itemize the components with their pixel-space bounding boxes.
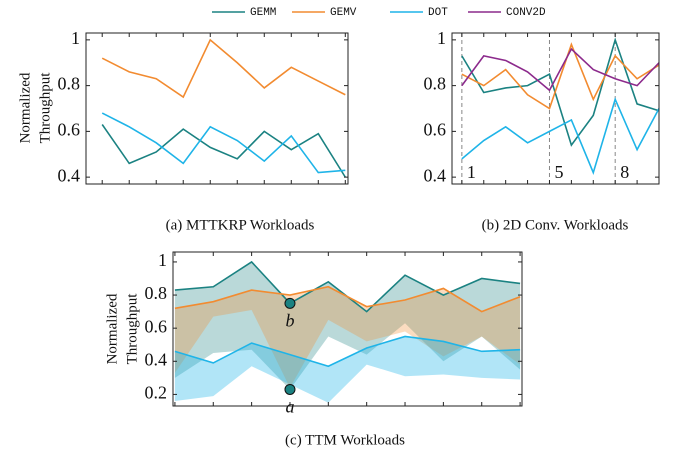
y-tick-label: 0.8 — [145, 283, 168, 303]
y-tick-label: 0.4 — [145, 349, 168, 369]
y-tick-label: 1 — [158, 250, 167, 270]
legend-label: GEMM — [250, 7, 276, 19]
annotation-point — [284, 383, 296, 395]
series-line — [461, 97, 660, 175]
y-tick-label: 0.2 — [145, 383, 168, 403]
y-tick-label: 0.8 — [58, 74, 81, 94]
legend-label: DOT — [428, 7, 448, 19]
band — [174, 261, 521, 390]
marker-label: 5 — [554, 162, 563, 182]
plot-frame — [85, 32, 349, 185]
legend-label: GEMV — [330, 7, 357, 19]
series-line — [174, 335, 521, 368]
caption: (c) TTM Workloads — [285, 432, 405, 448]
y-tick-label: 0.4 — [424, 165, 447, 185]
series-line — [461, 47, 660, 92]
y-tick-label: 1 — [71, 28, 80, 48]
y-tick-label: 0.8 — [424, 74, 447, 94]
series-line — [461, 37, 660, 147]
annotation-label: a — [285, 397, 294, 417]
annotation-point — [284, 297, 296, 309]
y-axis-label: Throughput — [124, 293, 140, 365]
series-line — [101, 124, 346, 178]
y-axis-label: Normalized — [17, 72, 33, 143]
annotation-label: b — [285, 310, 294, 330]
y-tick-label: 0.6 — [145, 316, 168, 336]
band — [174, 286, 521, 388]
y-tick-label: 0.6 — [58, 120, 81, 140]
y-tick-label: 0.4 — [58, 165, 81, 185]
caption: (b) 2D Conv. Workloads — [482, 217, 629, 233]
marker-label: 8 — [620, 162, 629, 182]
plot-frame — [172, 251, 523, 407]
plot-frame — [451, 32, 660, 185]
series-line — [101, 112, 346, 174]
y-tick-label: 0.6 — [424, 120, 447, 140]
marker-label: 1 — [467, 162, 476, 182]
legend-label: CONV2D — [506, 7, 546, 19]
y-axis-label: Throughput — [37, 72, 53, 144]
y-axis-label: Normalized — [104, 293, 120, 364]
series-line — [174, 285, 521, 313]
band — [174, 336, 521, 403]
series-line — [461, 42, 660, 110]
caption: (a) MTTKRP Workloads — [166, 217, 315, 233]
y-tick-label: 1 — [437, 28, 446, 48]
series-line — [101, 38, 346, 99]
